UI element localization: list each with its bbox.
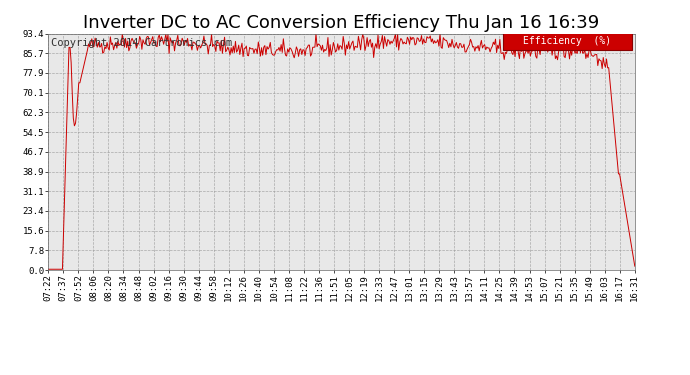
- FancyBboxPatch shape: [503, 33, 632, 50]
- Title: Inverter DC to AC Conversion Efficiency Thu Jan 16 16:39: Inverter DC to AC Conversion Efficiency …: [83, 14, 600, 32]
- Text: Efficiency  (%): Efficiency (%): [523, 36, 611, 46]
- Text: Copyright 2014 Cartronics.com: Copyright 2014 Cartronics.com: [51, 39, 233, 48]
